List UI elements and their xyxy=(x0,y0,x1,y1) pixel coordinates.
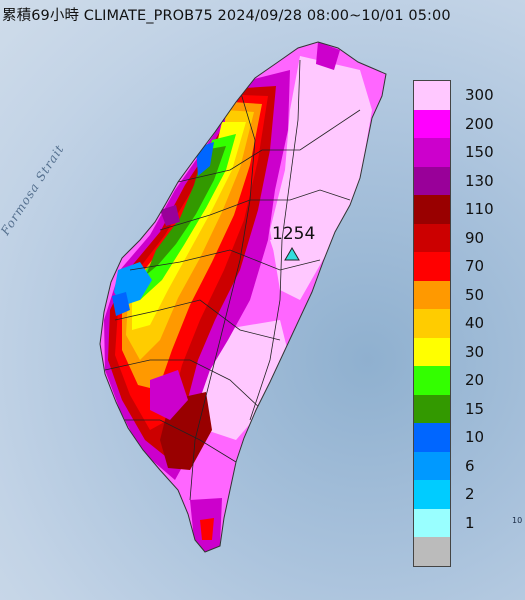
legend-swatch xyxy=(414,451,450,480)
legend-swatch xyxy=(414,195,450,224)
legend-swatch xyxy=(414,223,450,252)
legend-swatch xyxy=(414,109,450,138)
legend-level-label: 110 xyxy=(465,200,494,218)
legend-level-label: 15 xyxy=(465,399,485,418)
legend-level-label: 20 xyxy=(465,371,485,389)
legend-level-label: 90 xyxy=(465,228,485,247)
legend-level-label: 2 xyxy=(465,485,475,503)
legend-level-label: 150 xyxy=(465,143,494,161)
legend-swatch xyxy=(414,337,450,366)
max-station-triangle-icon xyxy=(284,247,300,261)
legend-level-label: 6 xyxy=(465,456,475,475)
max-station-value: 1254 xyxy=(272,224,316,244)
legend-level-label: 10 xyxy=(465,428,485,446)
legend-swatch xyxy=(414,537,450,566)
legend-level-label: 130 xyxy=(465,171,494,190)
legend-swatch xyxy=(414,508,450,537)
corner-mark: 10 xyxy=(512,516,523,525)
legend-level-label: 70 xyxy=(465,257,485,275)
legend-level-label: 1 xyxy=(465,513,475,532)
legend-swatch xyxy=(414,138,450,167)
legend-level-label: 40 xyxy=(465,314,485,332)
legend-level-label: 200 xyxy=(465,114,494,133)
legend-swatch xyxy=(414,252,450,281)
legend-swatch xyxy=(414,280,450,309)
legend-swatch xyxy=(414,394,450,423)
legend-level-label: 300 xyxy=(465,86,494,104)
color-legend xyxy=(413,80,451,567)
legend-swatch xyxy=(414,309,450,338)
legend-swatch xyxy=(414,366,450,395)
legend-swatch xyxy=(414,81,450,110)
legend-swatch xyxy=(414,423,450,452)
legend-level-label: 30 xyxy=(465,342,485,361)
legend-level-label: 50 xyxy=(465,285,485,304)
legend-swatch xyxy=(414,480,450,509)
legend-swatch xyxy=(414,166,450,195)
map-title: 累積69小時 CLIMATE_PROB75 2024/09/28 08:00~1… xyxy=(2,8,451,24)
